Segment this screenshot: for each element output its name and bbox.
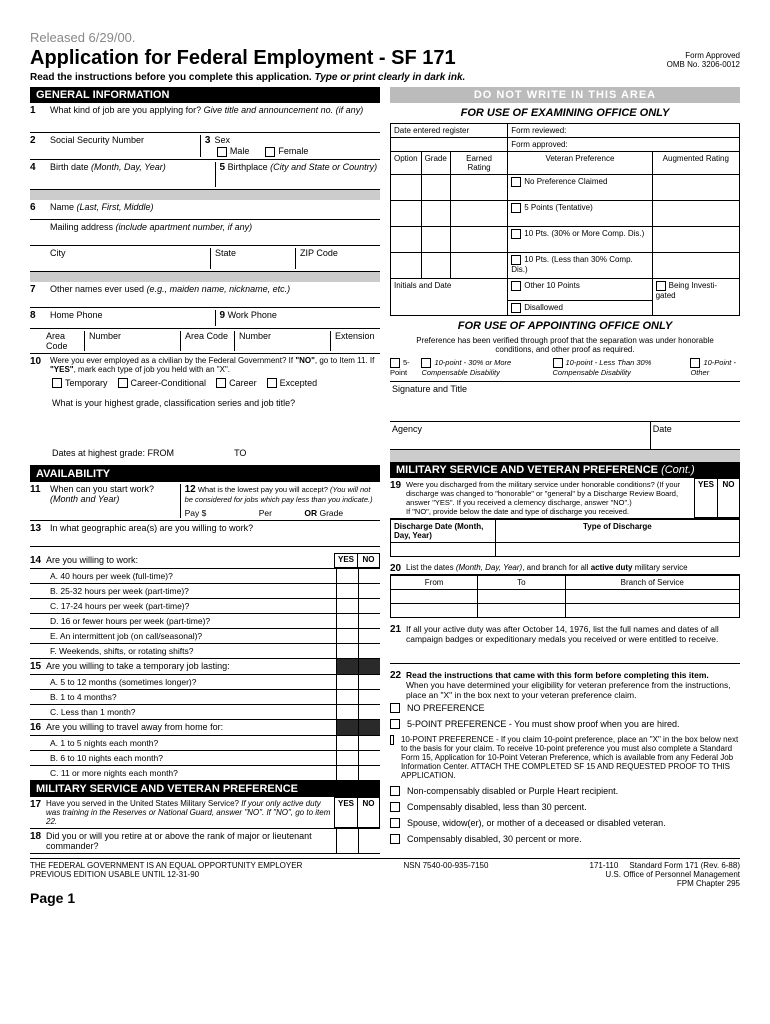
q10-opts: Temporary Career-Conditional Career Exce… — [30, 376, 380, 396]
q10-dates: Dates at highest grade: FROMTO — [30, 446, 380, 466]
appointing-office-title: FOR USE OF APPOINTING OFFICE ONLY — [390, 316, 740, 336]
instruction-line: Read the instructions before you complet… — [30, 72, 740, 83]
q8-q9-header: 8Home Phone 9 Work Phone — [30, 308, 380, 328]
q6-mailing: Mailing address (include apartment numbe… — [30, 220, 380, 246]
examining-office-title: FOR USE OF EXAMINING OFFICE ONLY — [390, 103, 740, 123]
section-military: MILITARY SERVICE AND VETERAN PREFERENCE — [30, 781, 380, 797]
section-military-cont: MILITARY SERVICE AND VETERAN PREFERENCE … — [390, 462, 740, 478]
q7: 7 Other names ever used (e.g., maiden na… — [30, 282, 380, 308]
q6: 6 Name (Last, First, Middle) — [30, 200, 380, 220]
male-checkbox[interactable] — [217, 147, 227, 157]
yes-no-header: YESNO — [334, 553, 380, 568]
do-not-write: DO NOT WRITE IN THIS AREA — [390, 87, 740, 103]
section-general: GENERAL INFORMATION — [30, 87, 380, 103]
q4-q5: 4 Birth date (Month, Day, Year) 5 Birthp… — [30, 160, 380, 190]
section-availability: AVAILABILITY — [30, 466, 380, 482]
q22-options: NO PREFERENCE 5-POINT PREFERENCE - You m… — [390, 700, 740, 847]
q10-grade: What is your highest grade, classificati… — [30, 396, 380, 446]
q1: 1 What kind of job are you applying for?… — [30, 103, 380, 133]
form-title: Application for Federal Employment - SF … — [30, 47, 456, 70]
q2-q3: 2 Social Security Number 3Sex Male Femal… — [30, 133, 380, 160]
q16-list: A. 1 to 5 nights each month? B. 6 to 10 … — [30, 736, 380, 781]
q14-list: A. 40 hours per week (full-time)? B. 25-… — [30, 569, 380, 659]
q8-q9-fields: Area Code Number Area Code Number Extens… — [30, 328, 380, 354]
female-checkbox[interactable] — [265, 147, 275, 157]
omb-approval: Form Approved OMB No. 3206-0012 — [667, 51, 740, 70]
page-number: Page 1 — [30, 890, 740, 906]
q6-city: City State ZIP Code — [30, 246, 380, 272]
q10: 10 Were you ever employed as a civilian … — [30, 354, 380, 376]
q15-list: A. 5 to 12 months (sometimes longer)? B.… — [30, 675, 380, 720]
release-date: Released 6/29/00. — [30, 30, 740, 45]
q13: 13In what geographic area(s) are you wil… — [30, 521, 380, 547]
q11-q12: 11 When can you start work?(Month and Ye… — [30, 482, 380, 521]
footer: THE FEDERAL GOVERNMENT IS AN EQUAL OPPOR… — [30, 858, 740, 888]
examining-office-table: Date entered registerForm reviewed: Form… — [390, 123, 740, 316]
